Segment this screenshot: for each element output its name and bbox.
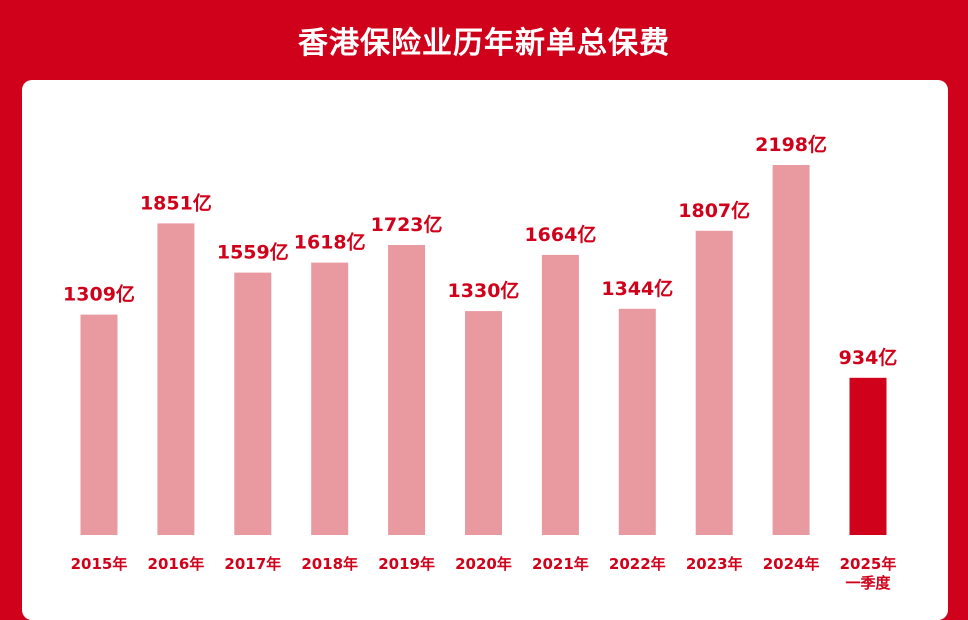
bar-value-label: 1309亿 [63, 283, 135, 306]
bar-value-label: 1559亿 [217, 241, 289, 264]
x-tick-label: 2020年 [455, 555, 512, 573]
bar-0 [80, 314, 118, 535]
page-title: 香港保险业历年新单总保费 [298, 26, 670, 61]
x-tick-label: 2023年 [686, 555, 743, 573]
bar-5 [465, 311, 502, 535]
x-tick-label: 2024年 [763, 555, 820, 573]
bar-value-label: 1664亿 [524, 223, 596, 246]
x-tick-label: 2022年 [609, 555, 666, 573]
bar-1 [157, 223, 195, 535]
x-tick-label: 一季度 [845, 574, 891, 592]
bar-value-label: 1807亿 [678, 199, 750, 222]
bar-value-label: 1330亿 [448, 279, 520, 302]
bar-9 [772, 165, 810, 535]
bar-value-label: 934亿 [839, 346, 898, 369]
x-tick-label: 2025年 [840, 555, 897, 573]
x-tick-label: 2018年 [301, 555, 358, 573]
bar-4 [388, 245, 426, 535]
x-tick-label: 2015年 [71, 555, 128, 573]
bar-6 [541, 254, 579, 535]
x-tick-label: 2021年 [532, 555, 589, 573]
bar-8 [695, 230, 733, 536]
x-tick-label: 2016年 [148, 555, 205, 573]
x-tick-label: 2019年 [378, 555, 435, 573]
bar-value-label: 1618亿 [294, 231, 366, 254]
bar-value-label: 2198亿 [755, 133, 827, 156]
bar-value-label: 1344亿 [601, 277, 673, 300]
x-tick-label: 2017年 [224, 555, 281, 573]
bar-value-label: 1851亿 [140, 191, 212, 214]
bar-7 [618, 308, 656, 535]
bar-value-label: 1723亿 [371, 213, 443, 236]
bar-2 [234, 272, 272, 535]
bar-10 [849, 377, 887, 535]
bar-3 [311, 262, 349, 535]
